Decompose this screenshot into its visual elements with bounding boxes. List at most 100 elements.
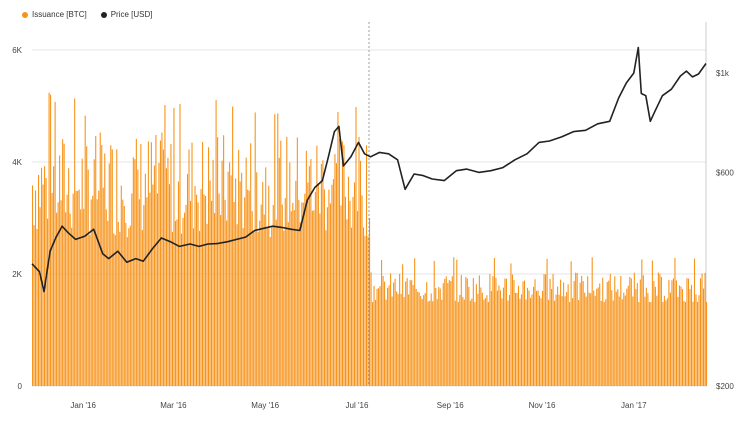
issuance-bar xyxy=(141,230,143,386)
issuance-bar xyxy=(665,300,667,386)
issuance-bar xyxy=(313,210,315,386)
issuance-bar xyxy=(617,289,619,386)
issuance-bar xyxy=(156,193,158,386)
issuance-bar xyxy=(367,236,369,386)
issuance-bar xyxy=(690,284,693,386)
issuance-bar xyxy=(689,289,691,386)
issuance-bar xyxy=(373,285,375,386)
issuance-bar xyxy=(522,281,524,386)
issuance-bar xyxy=(487,302,489,386)
issuance-bar xyxy=(364,235,366,386)
issuance-bar xyxy=(289,162,291,386)
right-tick-label: $600 xyxy=(716,168,734,177)
legend-item-price[interactable]: Price [USD] xyxy=(100,10,152,19)
issuance-bar xyxy=(191,142,193,386)
issuance-bar xyxy=(57,202,59,386)
issuance-bar xyxy=(334,154,336,386)
issuance-bar xyxy=(656,295,658,386)
issuance-bar xyxy=(663,295,665,386)
issuance-bar xyxy=(144,173,146,386)
issuance-bar xyxy=(353,182,356,386)
issuance-bar xyxy=(292,202,294,386)
issuance-bar xyxy=(269,236,271,386)
issuance-bar xyxy=(572,298,574,386)
issuance-bar xyxy=(286,136,288,386)
price-dot-icon xyxy=(100,11,107,18)
issuance-bar xyxy=(36,229,38,386)
issuance-bar xyxy=(176,219,178,386)
issuance-bar xyxy=(618,296,620,386)
issuance-bar xyxy=(128,228,130,386)
issuance-bar xyxy=(331,184,333,386)
issuance-bar xyxy=(120,185,122,386)
issuance-bar xyxy=(114,235,116,386)
issuance-bar xyxy=(125,222,127,386)
issuance-bar xyxy=(251,211,253,386)
issuance-bar xyxy=(660,277,662,386)
issuance-bar xyxy=(262,182,264,386)
issuance-bar xyxy=(704,272,706,386)
issuance-bar xyxy=(147,141,149,386)
issuance-bar xyxy=(438,287,440,386)
issuance-bar xyxy=(346,219,348,386)
issuance-bar xyxy=(483,299,485,386)
issuance-bar xyxy=(564,296,566,386)
issuance-bar xyxy=(310,159,312,386)
issuance-bar xyxy=(498,285,500,386)
issuance-bar xyxy=(526,287,529,386)
issuance-bar xyxy=(65,212,67,386)
issuance-bar xyxy=(62,139,64,386)
issuance-bar xyxy=(50,94,52,386)
issuance-bar xyxy=(629,277,631,386)
issuance-bar xyxy=(350,227,353,386)
issuance-bar xyxy=(51,192,53,386)
issuance-bar xyxy=(320,163,322,386)
issuance-bar xyxy=(53,166,55,386)
issuance-bar xyxy=(696,302,699,386)
issuance-bar xyxy=(405,281,407,386)
legend-item-issuance[interactable]: Issuance [BTC] xyxy=(22,10,87,19)
issuance-bar xyxy=(486,295,488,386)
issuance-bar xyxy=(362,227,365,386)
issuance-bar xyxy=(699,278,702,386)
issuance-bar xyxy=(525,299,527,386)
issuance-bar xyxy=(645,287,647,386)
issuance-bar xyxy=(126,237,128,386)
issuance-bar xyxy=(612,300,614,386)
issuance-bar xyxy=(90,199,92,386)
issuance-bar xyxy=(439,288,441,386)
issuance-bar xyxy=(549,278,551,386)
issuance-bar xyxy=(236,224,238,386)
issuance-bar xyxy=(96,199,98,386)
issuance-bar xyxy=(630,278,632,386)
issuance-bar xyxy=(453,257,455,386)
issuance-bar xyxy=(271,226,273,386)
issuance-bar xyxy=(403,297,405,386)
left-tick-label: 4K xyxy=(12,158,22,167)
issuance-bar xyxy=(666,298,668,386)
issuance-bar xyxy=(205,196,207,386)
issuance-bar xyxy=(668,280,670,386)
issuance-bar xyxy=(546,258,548,386)
issuance-bar xyxy=(247,189,249,386)
issuance-bar xyxy=(462,297,464,386)
issuance-bar xyxy=(507,300,509,386)
issuance-bar xyxy=(229,162,231,386)
issuance-bar xyxy=(623,292,625,386)
issuance-bar xyxy=(101,144,103,386)
issuance-bar xyxy=(259,220,261,386)
issuance-bar xyxy=(496,290,498,386)
right-tick-label: $1k xyxy=(716,69,730,78)
issuance-bar xyxy=(394,278,396,386)
issuance-bar xyxy=(499,290,501,386)
issuance-bar xyxy=(427,301,429,386)
issuance-bar xyxy=(387,287,389,386)
issuance-bar xyxy=(343,145,345,386)
issuance-bar xyxy=(224,199,226,386)
issuance-bar xyxy=(361,195,363,386)
issuance-bar xyxy=(597,287,599,386)
issuance-bar xyxy=(695,294,697,386)
issuance-bar xyxy=(686,278,688,386)
issuance-bar xyxy=(233,202,235,386)
issuance-bar xyxy=(570,261,572,386)
